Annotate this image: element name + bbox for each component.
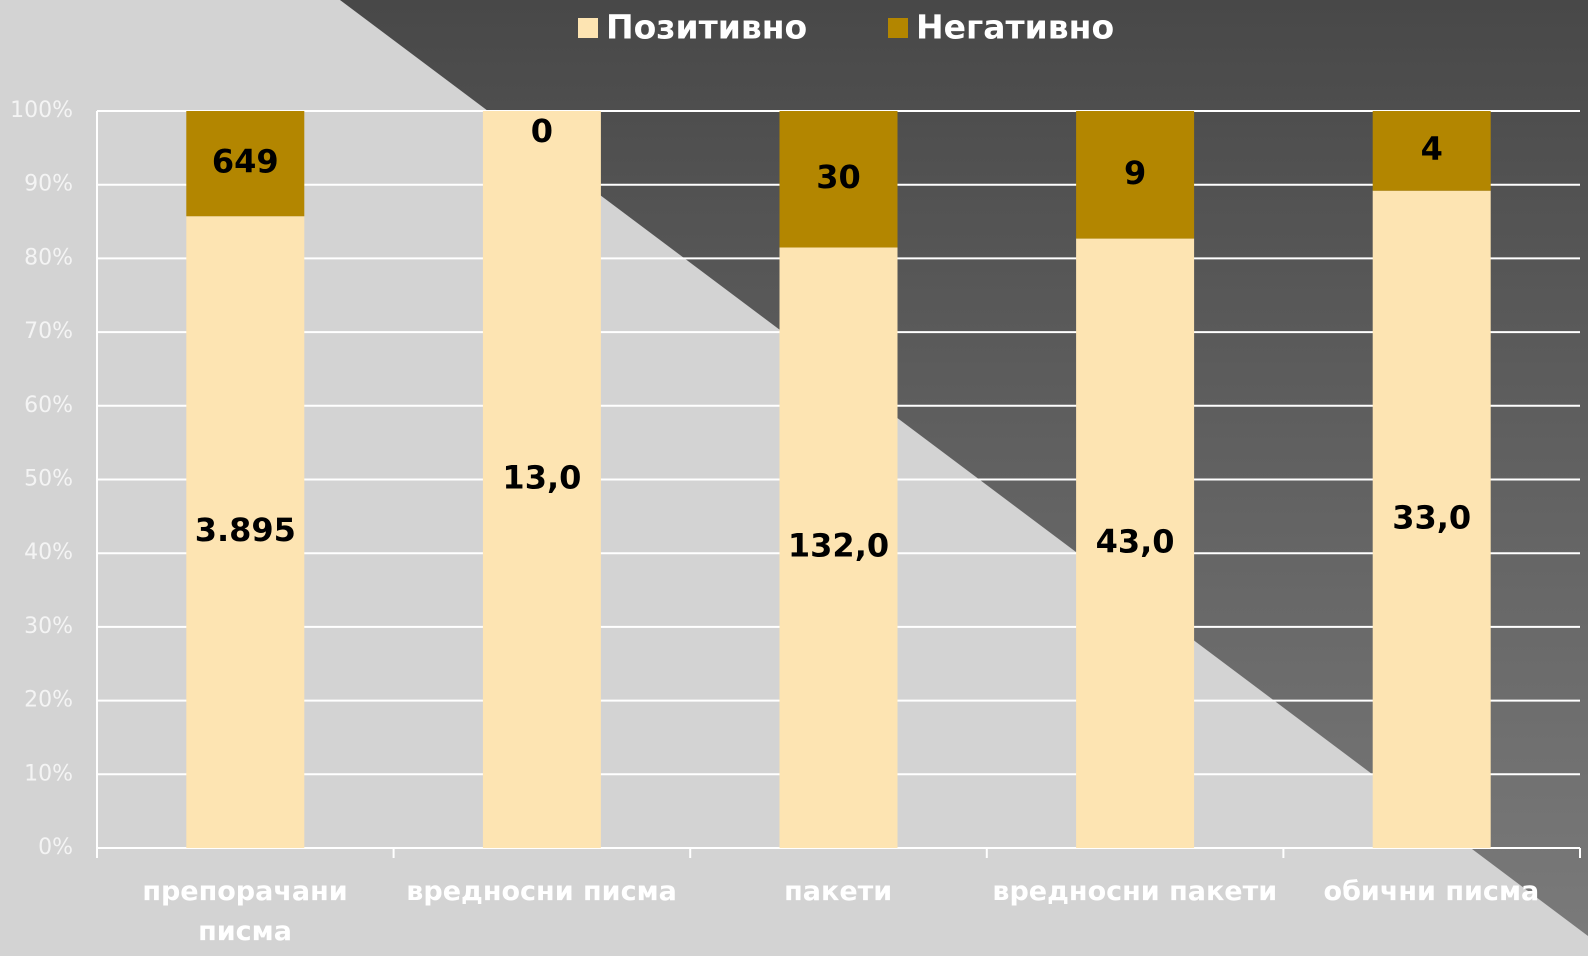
legend-swatch xyxy=(888,18,908,38)
legend-label: Негативно xyxy=(916,8,1114,47)
x-tick-label: пакети xyxy=(784,876,893,907)
bar-segment xyxy=(779,111,898,248)
data-label: 9 xyxy=(1124,154,1146,192)
bar-segment xyxy=(1076,111,1195,239)
bar-segment xyxy=(1076,238,1195,849)
x-tick-label: вредносни писма xyxy=(406,876,677,907)
y-tick-label: 100% xyxy=(10,98,73,123)
data-label: 4 xyxy=(1421,130,1443,168)
data-label: 33,0 xyxy=(1392,498,1471,536)
bar-segment xyxy=(482,111,601,848)
bar-segment xyxy=(186,216,305,848)
bar-segment xyxy=(1372,111,1491,191)
y-tick-label: 10% xyxy=(24,761,73,786)
data-label: 30 xyxy=(816,158,861,196)
y-tick-label: 60% xyxy=(24,393,73,418)
bar-segment xyxy=(1372,190,1491,849)
y-tick-label: 70% xyxy=(24,319,73,344)
legend-swatch xyxy=(578,18,598,38)
y-tick-label: 30% xyxy=(24,614,73,639)
data-label: 3.895 xyxy=(195,511,296,549)
data-label: 0 xyxy=(531,112,553,150)
x-tick-label: обични писма xyxy=(1323,876,1540,907)
bar-segment xyxy=(779,247,898,849)
y-tick-label: 40% xyxy=(24,540,73,565)
y-tick-label: 50% xyxy=(24,467,73,492)
y-tick-label: 90% xyxy=(24,172,73,197)
data-label: 132,0 xyxy=(788,527,889,565)
data-label: 13,0 xyxy=(502,459,581,497)
data-label: 649 xyxy=(212,143,279,181)
y-tick-label: 80% xyxy=(24,245,73,270)
legend-label: Позитивно xyxy=(606,8,807,47)
y-tick-label: 20% xyxy=(24,688,73,713)
x-tick-label: вредносни пакети xyxy=(992,876,1278,907)
bar-segment xyxy=(186,111,305,217)
x-tick-label: препорачани писма xyxy=(142,876,348,947)
background-shape xyxy=(340,0,1588,936)
y-tick-label: 0% xyxy=(38,835,73,860)
data-label: 43,0 xyxy=(1096,522,1175,560)
